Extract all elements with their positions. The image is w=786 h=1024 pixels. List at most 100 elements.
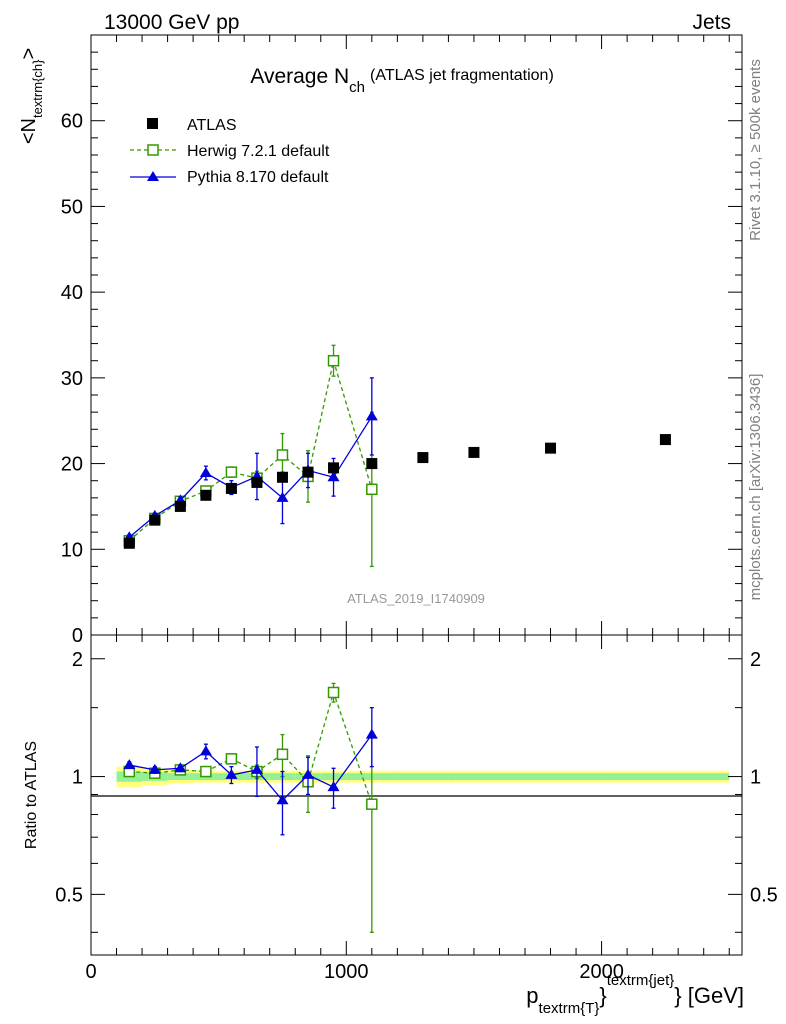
x-tick-label: 0 xyxy=(85,961,96,983)
x-axis-label: ptextrm{T}}textrm{jet}} [GeV] xyxy=(526,972,744,1017)
x-axis-label-sup: textrm{jet} xyxy=(607,972,675,989)
herwig-point xyxy=(276,449,289,461)
plot-title-main: Average N xyxy=(250,65,349,88)
x-axis-label-main: p xyxy=(526,983,538,1008)
mcplots-credit-label: mcplots.cern.ch [arXiv:1306.3436] xyxy=(747,374,764,601)
x-axis-label-brace-open: } xyxy=(599,983,606,1008)
atlas-point xyxy=(200,489,212,501)
band-inner-segment xyxy=(167,773,194,780)
analysis-watermark: ATLAS_2019_I1740909 xyxy=(347,591,485,606)
main-y-ticks: 0 10 20 30 40 50 60 xyxy=(61,51,742,647)
legend: ATLAS Herwig 7.2.1 default Pythia 8.170 … xyxy=(130,117,330,186)
ratio-pythia-point xyxy=(123,759,136,770)
ratio-y-axis-label: Ratio to ATLAS xyxy=(23,741,40,849)
y-axis-label-main: <N xyxy=(18,118,40,144)
pythia-point xyxy=(276,491,289,502)
x-tick-label: 1000 xyxy=(324,961,369,983)
ratio-x-ticks: 0 1000 2000 xyxy=(85,635,730,983)
legend-label-herwig: Herwig 7.2.1 default xyxy=(187,143,330,160)
ratio-y-tick-label: 2 xyxy=(72,649,83,671)
legend-entry-pythia: Pythia 8.170 default xyxy=(130,169,329,186)
herwig-point xyxy=(366,483,378,496)
x-axis-label-brace-close: } xyxy=(674,983,687,1008)
ratio-herwig-point xyxy=(327,686,340,699)
main-panel: ATLAS_2019_I1740909 Average Nch (ATLAS j… xyxy=(18,34,743,647)
pythia-point xyxy=(365,410,378,421)
y-axis-label-sub: textrm{ch} xyxy=(30,59,45,118)
atlas-point xyxy=(417,452,429,464)
pythia-point xyxy=(199,467,212,477)
ratio-y-ticks: 0.5 0.5 1 1 2 2 xyxy=(55,649,778,933)
ratio-frame xyxy=(90,634,743,956)
x-axis-label-sub: textrm{T} xyxy=(539,1000,600,1017)
y-axis-label-end: > xyxy=(18,48,40,60)
atlas-point xyxy=(149,514,161,526)
plot-title-note: (ATLAS jet fragmentation) xyxy=(370,67,554,84)
ratio-panel: 0.5 0.5 1 1 2 2 0 1000 2000 Ratio to ATLAS xyxy=(23,634,778,983)
band-inner-segment xyxy=(601,773,730,780)
legend-entry-atlas: ATLAS xyxy=(147,117,237,134)
header-collision-label: 13000 GeV pp xyxy=(104,11,239,34)
atlas-point xyxy=(302,466,314,478)
main-y-tick-label: 20 xyxy=(61,454,83,476)
x-tick-label: 2000 xyxy=(579,961,624,983)
plot-title-sub: ch xyxy=(349,79,365,96)
legend-marker-herwig xyxy=(147,144,159,156)
pythia-point xyxy=(327,471,340,482)
atlas-point xyxy=(468,446,480,458)
rivet-version-label: Rivet 3.1.10, ≥ 500k events xyxy=(747,59,764,241)
atlas-point xyxy=(251,476,263,488)
atlas-point xyxy=(659,434,671,446)
band-inner-segment xyxy=(448,773,500,780)
ratio-y-tick-label-right: 1 xyxy=(750,767,761,789)
main-y-tick-label: 60 xyxy=(61,111,83,133)
x-axis-label-unit: [GeV] xyxy=(688,983,744,1008)
y-axis-label: <Ntextrm{ch}> xyxy=(18,48,45,144)
pythia-line xyxy=(128,416,373,538)
ratio-herwig-point xyxy=(200,765,212,778)
herwig-line xyxy=(128,358,373,542)
ratio-pythia-point xyxy=(365,728,378,739)
main-y-tick-label: 10 xyxy=(61,539,83,561)
ratio-pythia-point xyxy=(225,768,238,779)
ratio-herwig-point xyxy=(225,753,238,765)
ratio-pythia-point xyxy=(250,763,263,774)
atlas-point xyxy=(174,500,186,512)
atlas-point xyxy=(276,471,288,483)
main-y-tick-label: 0 xyxy=(72,625,83,647)
legend-entry-herwig: Herwig 7.2.1 default xyxy=(130,143,330,160)
legend-label-pythia: Pythia 8.170 default xyxy=(187,169,329,186)
main-x-ticks xyxy=(90,35,730,635)
ratio-y-tick-label-right: 2 xyxy=(750,649,761,671)
atlas-point xyxy=(545,442,557,454)
plot-title: Average Nch xyxy=(250,65,365,96)
atlas-point xyxy=(328,462,340,474)
ratio-pythia-point xyxy=(302,768,314,779)
legend-marker-atlas xyxy=(147,118,158,129)
main-y-tick-label: 30 xyxy=(61,368,83,390)
ratio-y-tick-label: 1 xyxy=(72,767,83,789)
ratio-herwig-line xyxy=(129,690,373,805)
herwig-point xyxy=(327,354,340,367)
band-inner-segment xyxy=(499,773,602,780)
atlas-point xyxy=(123,537,135,549)
ratio-pythia-point xyxy=(327,781,340,792)
ratio-series xyxy=(123,682,378,933)
legend-marker-pythia xyxy=(147,171,159,181)
band-inner-segment xyxy=(397,773,449,780)
ratio-y-tick-label-right: 0.5 xyxy=(750,884,778,906)
ratio-pythia-line xyxy=(129,734,373,802)
main-y-tick-label: 50 xyxy=(61,196,83,218)
ratio-pythia-point xyxy=(276,794,289,805)
ratio-pythia-point xyxy=(199,745,212,756)
ratio-herwig-point xyxy=(366,798,378,810)
ratio-herwig-point xyxy=(276,748,289,761)
ratio-y-tick-label: 0.5 xyxy=(55,884,83,906)
herwig-point xyxy=(225,466,238,478)
header-process-label: Jets xyxy=(692,11,731,34)
ratio-pythia-point xyxy=(174,762,187,773)
atlas-point xyxy=(225,482,237,494)
ratio-pythia-point xyxy=(148,763,161,774)
main-series xyxy=(123,344,671,568)
